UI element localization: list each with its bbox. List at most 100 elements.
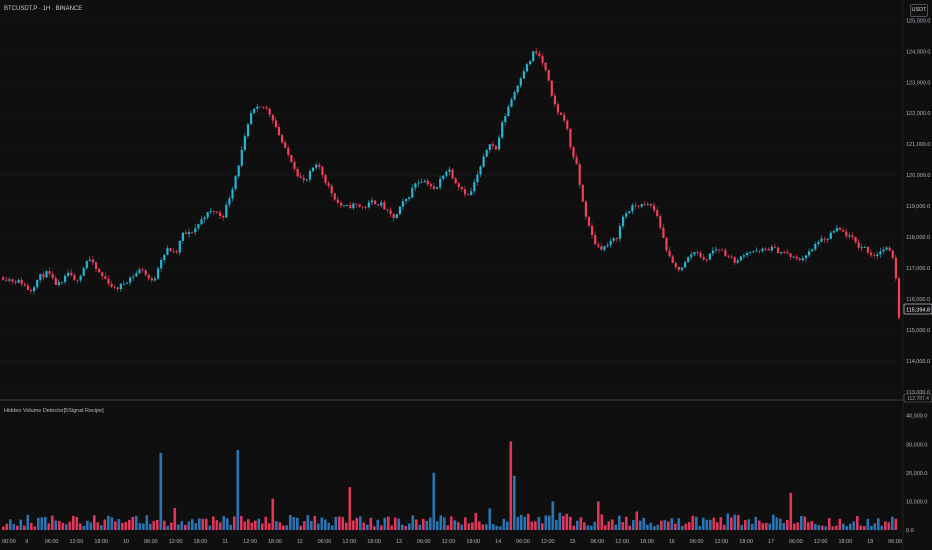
candle-body[interactable] [730,256,733,258]
volume-bar[interactable] [600,514,604,530]
candle-body[interactable] [163,254,166,260]
candle-body[interactable] [411,187,414,198]
candle-body[interactable] [432,186,436,189]
candle-body[interactable] [609,240,612,246]
candle-body[interactable] [107,278,110,284]
volume-bar[interactable] [894,518,898,530]
volume-bar[interactable] [474,513,478,530]
volume-bar[interactable] [824,526,828,530]
candle-body[interactable] [597,244,600,247]
candle-body[interactable] [374,200,377,205]
candle-body[interactable] [141,269,144,271]
volume-bar[interactable] [821,525,824,530]
candle-body[interactable] [383,202,386,210]
volume-bar[interactable] [667,521,670,530]
candle-body[interactable] [219,212,222,216]
candle-body[interactable] [870,252,873,256]
candle-body[interactable] [860,247,863,249]
candle-body[interactable] [857,242,860,248]
candle-body[interactable] [274,120,277,128]
candle-body[interactable] [510,99,513,107]
candle-body[interactable] [758,250,761,252]
candle-body[interactable] [724,250,727,256]
candle-body[interactable] [529,61,532,65]
volume-bar[interactable] [327,522,331,530]
candle-body[interactable] [842,229,845,232]
volume-bar[interactable] [117,519,121,530]
volume-bar[interactable] [247,519,250,530]
candle-body[interactable] [64,275,67,282]
candle-body[interactable] [752,251,755,253]
volume-bar[interactable] [534,521,537,530]
volume-bar[interactable] [761,523,765,530]
volume-bar[interactable] [201,518,205,530]
candle-body[interactable] [85,261,88,269]
candle-body[interactable] [457,183,460,187]
volume-bar[interactable] [646,524,649,530]
volume-bar[interactable] [194,523,198,530]
candle-body[interactable] [584,201,587,217]
candle-body[interactable] [866,246,870,253]
volume-bar[interactable] [432,472,436,530]
volume-bar[interactable] [842,523,845,530]
volume-bar[interactable] [835,525,838,530]
volume-bar[interactable] [467,523,471,530]
volume-bar[interactable] [453,520,457,530]
candle-body[interactable] [501,122,504,138]
volume-bar[interactable] [278,522,282,530]
candle-body[interactable] [14,281,17,283]
candle-body[interactable] [364,207,367,208]
candle-body[interactable] [206,212,209,218]
volume-bar[interactable] [716,522,719,530]
volume-bar[interactable] [621,522,625,530]
candle-body[interactable] [659,216,662,228]
candle-body[interactable] [832,231,835,233]
candle-body[interactable] [45,271,48,278]
candle-body[interactable] [442,175,445,179]
volume-bar[interactable] [208,525,212,530]
candle-body[interactable] [42,274,45,278]
volume-bar[interactable] [873,523,877,530]
candle-body[interactable] [783,251,786,253]
volume-bar[interactable] [296,517,299,530]
candle-body[interactable] [606,245,609,247]
candle-body[interactable] [476,174,479,183]
volume-bar[interactable] [373,526,376,530]
volume-bar[interactable] [516,516,520,530]
volume-bar[interactable] [530,521,534,530]
volume-bar[interactable] [604,525,607,530]
candle-body[interactable] [634,205,637,207]
volume-bar[interactable] [607,521,611,530]
volume-bar[interactable] [733,514,737,530]
candle-body[interactable] [101,272,104,277]
volume-bar[interactable] [537,516,541,530]
candle-body[interactable] [29,290,33,292]
volume-bar[interactable] [523,516,527,530]
candle-body[interactable] [315,164,318,168]
candle-body[interactable] [696,252,699,253]
volume-bar[interactable] [310,520,313,530]
candle-body[interactable] [253,108,256,114]
candle-body[interactable] [547,69,550,81]
time-axis[interactable]: 00:00 9 06:00 12:00 18:00 10 06:00 12:00 18:00 11… [2,539,902,545]
volume-bar[interactable] [485,524,488,530]
candle-body[interactable] [336,199,339,203]
volume-axis[interactable]: 40,000.0 30,000.0 20,000.0 10,000.0 0.0 [906,414,927,534]
volume-bar[interactable] [233,516,236,530]
candle-body[interactable] [20,279,23,285]
candle-body[interactable] [467,194,470,196]
candle-body[interactable] [60,281,64,283]
volume-bar[interactable] [828,518,831,530]
volume-bar[interactable] [324,519,327,530]
price-axis[interactable]: 125,000.0 124,000.0 123,000.0 122,000.0 121,… [906,18,930,395]
candle-body[interactable] [132,276,135,278]
volume-bar[interactable] [96,522,100,530]
volume-bar[interactable] [103,519,107,530]
volume-bar[interactable] [772,514,775,530]
candle-body[interactable] [122,283,126,285]
candle-body[interactable] [668,250,671,257]
candle-body[interactable] [377,204,380,206]
candle-body[interactable] [256,106,259,109]
candle-body[interactable] [231,189,234,199]
volume-bar[interactable] [306,515,310,530]
